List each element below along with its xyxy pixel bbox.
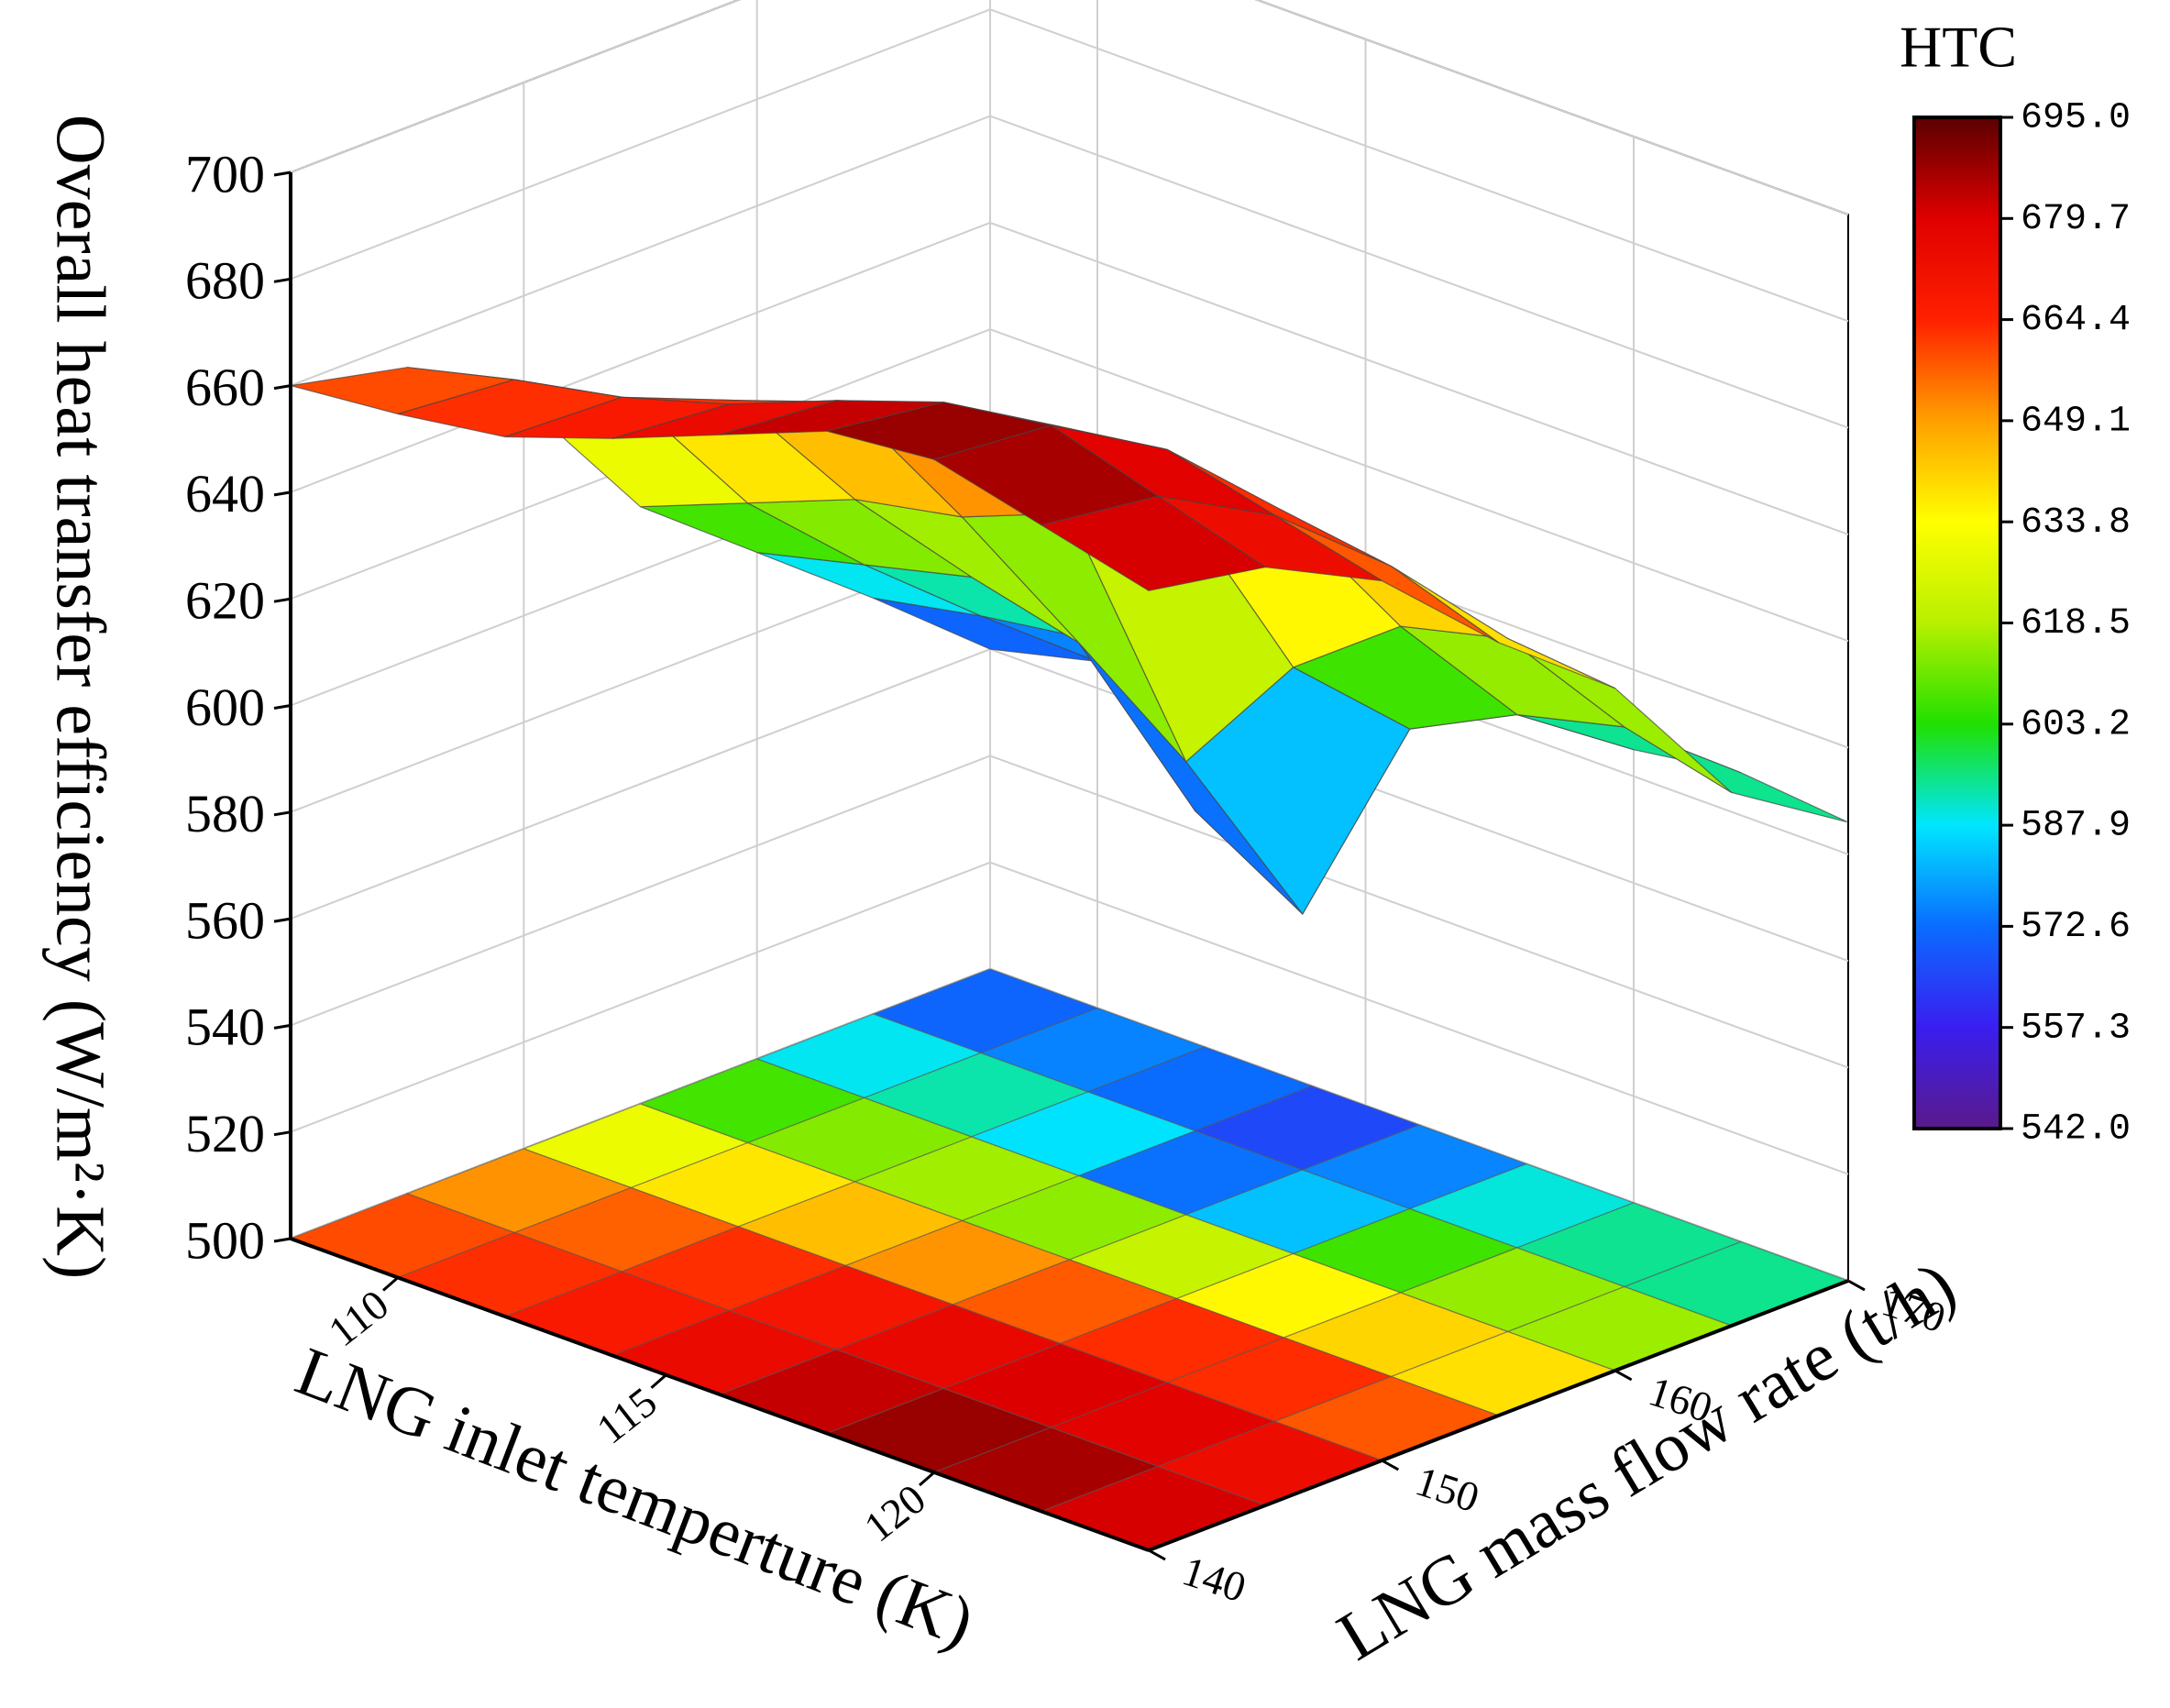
z-tick — [273, 1237, 292, 1243]
colorbar-tick-label: 603.2 — [2021, 704, 2131, 745]
z-tick — [273, 597, 292, 603]
z-tick-label: 540 — [185, 997, 265, 1057]
surface-cell — [1040, 495, 1267, 591]
y-tick — [1381, 1459, 1400, 1471]
z-tick-label: 560 — [185, 890, 265, 950]
z-tick-label: 620 — [185, 571, 265, 631]
z-tick-label: 500 — [185, 1210, 265, 1270]
y-tick-label: 150 — [1410, 1457, 1484, 1521]
z-tick-label: 520 — [185, 1104, 265, 1163]
colorbar-tick-label: 557.3 — [2021, 1008, 2131, 1049]
x-tick — [382, 1276, 399, 1292]
z-tick — [273, 810, 292, 817]
colorbar — [1912, 116, 2002, 1130]
z-tick — [273, 704, 292, 710]
z-tick — [273, 171, 292, 177]
z-tick-label: 700 — [185, 144, 265, 204]
x-tick — [919, 1471, 935, 1487]
colorbar-tick-label: 633.8 — [2021, 502, 2131, 544]
z-tick — [273, 1023, 292, 1030]
colorbar-tick-label: 664.4 — [2021, 300, 2131, 341]
y-tick-label: 140 — [1177, 1547, 1251, 1611]
z-tick — [273, 277, 292, 283]
y-axis — [1148, 1279, 1849, 1552]
x-axis — [290, 1237, 1150, 1552]
y-tick — [1614, 1369, 1633, 1382]
z-tick — [273, 917, 292, 923]
colorbar-title: HTC — [1900, 15, 2017, 80]
colorbar-tick-label: 542.0 — [2021, 1109, 2131, 1151]
z-tick — [273, 1130, 292, 1137]
y-tick — [1847, 1279, 1866, 1292]
z-tick-label: 580 — [185, 784, 265, 843]
z-axis-title: Overall heat transfer efficiency (W/m²·K… — [42, 115, 119, 1280]
x-tick — [650, 1373, 667, 1389]
z-tick-label: 640 — [185, 464, 265, 523]
colorbar-tick-label: 618.5 — [2021, 603, 2131, 645]
z-tick — [273, 384, 292, 391]
z-tick-label: 680 — [185, 251, 265, 311]
colorbar-tick-label: 679.7 — [2021, 199, 2131, 240]
colorbar-tick-label: 572.6 — [2021, 907, 2131, 948]
x-tick-label: 120 — [855, 1475, 934, 1551]
z-tick-label: 660 — [185, 358, 265, 417]
z-tick — [273, 490, 292, 497]
colorbar-tick-label: 587.9 — [2021, 806, 2131, 847]
colorbar-tick-label: 695.0 — [2021, 98, 2131, 139]
z-tick-label: 600 — [185, 678, 265, 737]
colorbar-tick-label: 649.1 — [2021, 401, 2131, 442]
y-tick — [1148, 1548, 1166, 1561]
